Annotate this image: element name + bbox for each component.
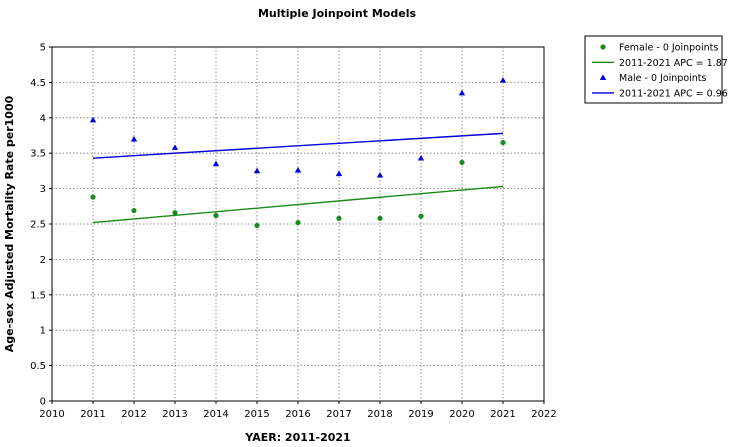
data-series bbox=[89, 77, 507, 229]
female-data-point bbox=[213, 212, 219, 219]
x-tick-label: 2022 bbox=[531, 409, 556, 420]
male-data-point bbox=[212, 160, 220, 167]
female-data-point bbox=[172, 210, 178, 216]
female-data-point bbox=[90, 194, 96, 200]
female-data-point bbox=[336, 215, 342, 221]
x-tick-label: 2013 bbox=[162, 409, 187, 420]
legend-entry-label: 2011-2021 APC = 0.96 bbox=[619, 88, 728, 99]
male-data-point bbox=[458, 89, 466, 96]
legend-box bbox=[584, 35, 723, 104]
female-data-point bbox=[500, 139, 506, 146]
x-tick-label: 2014 bbox=[203, 409, 228, 420]
male-data-point bbox=[253, 167, 261, 174]
female-data-point bbox=[131, 207, 137, 214]
legend-marker-swatch bbox=[600, 44, 606, 50]
x-tick-label: 2012 bbox=[121, 409, 146, 420]
y-tick-label: 4.5 bbox=[30, 78, 46, 89]
x-tick-label: 2021 bbox=[490, 409, 515, 420]
male-data-point bbox=[417, 154, 425, 161]
male-data-point bbox=[130, 135, 138, 142]
female-data-point bbox=[459, 159, 465, 166]
x-tick-label: 2016 bbox=[285, 409, 310, 420]
x-tick-label: 2018 bbox=[367, 409, 392, 420]
x-axis-label: YAER: 2011-2021 bbox=[244, 431, 350, 444]
y-tick-label: 3 bbox=[40, 184, 46, 195]
female-data-point bbox=[254, 222, 260, 229]
x-tick-label: 2019 bbox=[408, 409, 433, 420]
y-tick-label: 2.5 bbox=[30, 220, 46, 231]
y-tick-label: 4 bbox=[40, 113, 46, 124]
legend-entry-label: Male - 0 Joinpoints bbox=[619, 73, 707, 84]
legend-marker-swatch bbox=[599, 74, 607, 80]
y-tick-label: 1.5 bbox=[30, 290, 46, 301]
legend-entry-label: 2011-2021 APC = 1.87 bbox=[619, 58, 728, 69]
fit-line bbox=[92, 132, 504, 159]
x-tick-label: 2015 bbox=[244, 409, 269, 420]
female-data-point bbox=[377, 215, 383, 221]
y-tick-label: 3.5 bbox=[30, 149, 46, 160]
axis-ticks: 2010 2011 2012 2013 2014 2015 2016 2017 2018 2019… bbox=[30, 43, 557, 421]
y-tick-label: 0.5 bbox=[30, 361, 46, 372]
x-tick-label: 2010 bbox=[39, 409, 64, 420]
female-data-point bbox=[295, 219, 301, 226]
male-data-point bbox=[335, 170, 343, 177]
legend: Female - 0 Joinpoints 2011-2021 APC = 1.8… bbox=[584, 35, 728, 104]
male-data-point bbox=[89, 116, 97, 123]
y-tick-label: 0 bbox=[40, 397, 46, 408]
female-data-point bbox=[418, 213, 424, 219]
y-axis-label: Age-sex Adjusted Mortality Rate per1000 bbox=[3, 95, 16, 352]
chart-title: Multiple Joinpoint Models bbox=[258, 7, 416, 20]
legend-entry-label: Female - 0 Joinpoints bbox=[619, 43, 718, 54]
male-data-point bbox=[294, 166, 302, 173]
x-tick-label: 2017 bbox=[326, 409, 351, 420]
y-tick-label: 1 bbox=[40, 326, 46, 337]
x-tick-label: 2011 bbox=[80, 409, 105, 420]
y-tick-label: 2 bbox=[40, 255, 46, 266]
fit-line bbox=[92, 185, 504, 224]
male-data-point bbox=[499, 77, 507, 83]
x-tick-label: 2020 bbox=[449, 409, 474, 420]
male-data-point bbox=[171, 144, 179, 150]
y-tick-label: 5 bbox=[40, 43, 46, 54]
male-data-point bbox=[376, 171, 384, 178]
